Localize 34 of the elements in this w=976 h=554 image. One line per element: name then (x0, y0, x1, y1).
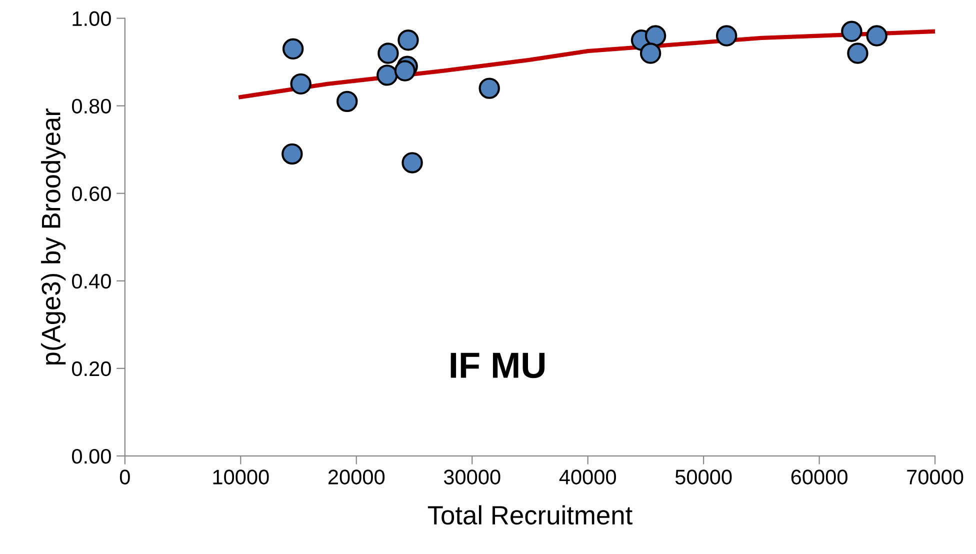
point (336, 90, 358, 112)
point (376, 64, 398, 86)
point (394, 60, 416, 82)
point (644, 25, 666, 46)
y-tick-label: 1.00 (72, 11, 111, 26)
point (290, 73, 312, 95)
point (866, 25, 888, 46)
y-tick-label: 0.00 (72, 448, 111, 464)
point (716, 25, 738, 46)
point (282, 143, 303, 165)
point (398, 30, 419, 51)
y-tick-label: 0.80 (72, 98, 111, 114)
x-tick-label: 20000 (328, 470, 385, 484)
point (402, 152, 423, 174)
x-tick-label: 50000 (675, 470, 732, 484)
x-tick-label: 30000 (444, 470, 500, 484)
point (378, 42, 399, 64)
x-tick-label: 70000 (907, 470, 964, 484)
point (282, 38, 304, 60)
x-tick-label: 60000 (791, 470, 848, 484)
point (841, 20, 862, 42)
annotation: IF MU (450, 352, 545, 378)
y-tick-label: 0.40 (72, 274, 111, 289)
y-axis-title: p(Age3) by Broodyear (41, 108, 66, 364)
x-axis-title: Total Recruitment (428, 505, 632, 525)
x-tick-label: 0 (120, 470, 130, 484)
y-tick-label: 0.60 (72, 186, 111, 202)
x-tick-label: 40000 (559, 470, 616, 484)
x-tick-label: 10000 (213, 470, 269, 484)
point (847, 42, 868, 64)
point (478, 78, 500, 99)
line-series (238, 29, 936, 100)
point (640, 42, 662, 64)
y-tick-label: 0.20 (72, 361, 111, 376)
